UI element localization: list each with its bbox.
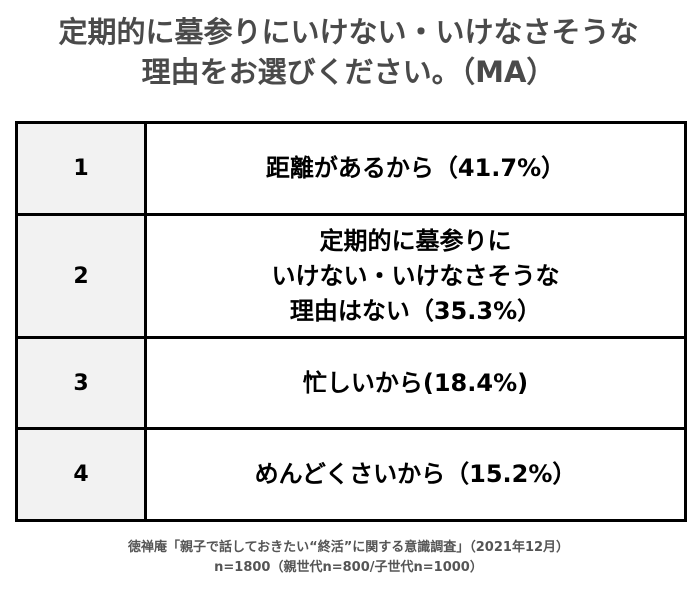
table-row: 4 めんどくさいから（15.2%） [15, 427, 687, 522]
title-line-1: 定期的に墓参りにいけない・いけなさそうな [58, 15, 639, 49]
rank-cell: 1 [15, 121, 147, 216]
page-title: 定期的に墓参りにいけない・いけなさそうな 理由をお選びください。（MA） [0, 12, 697, 92]
table-row: 2 定期的に墓参りに いけない・いけなさそうな 理由はない（35.3%） [15, 213, 687, 339]
title-line-2: 理由をお選びください。（MA） [141, 55, 556, 89]
source-note: 徳禅庵「親子で話しておきたい“終活”に関する意識調査」（2021年12月） n=… [0, 538, 697, 578]
reason-text: 理由はない（35.3%） [289, 296, 542, 325]
rank-cell: 2 [15, 213, 147, 339]
source-line-2: n=1800（親世代n=800/子世代n=1000） [214, 560, 483, 575]
reason-cell: 距離があるから（41.7%） [144, 121, 687, 216]
reason-text: 定期的に墓参りに [319, 226, 512, 255]
reason-text: いけない・いけなさそうな [271, 261, 560, 290]
rank-cell: 4 [15, 427, 147, 522]
reason-text: 距離があるから（41.7%） [265, 154, 566, 182]
table-row: 1 距離があるから（41.7%） [15, 121, 687, 216]
reason-text: 忙しいから(18.4%) [302, 368, 529, 397]
reason-cell: めんどくさいから（15.2%） [144, 427, 687, 522]
reason-text: めんどくさいから（15.2%） [254, 460, 577, 488]
reason-cell: 定期的に墓参りに いけない・いけなさそうな 理由はない（35.3%） [144, 213, 687, 339]
ranking-table: 1 距離があるから（41.7%） 2 定期的に墓参りに いけない・いけなさそうな… [15, 121, 687, 522]
rank-cell: 3 [15, 336, 147, 430]
table-row: 3 忙しいから(18.4%) [15, 336, 687, 430]
reason-cell: 忙しいから(18.4%) [144, 336, 687, 430]
source-line-1: 徳禅庵「親子で話しておきたい“終活”に関する意識調査」（2021年12月） [127, 540, 570, 555]
